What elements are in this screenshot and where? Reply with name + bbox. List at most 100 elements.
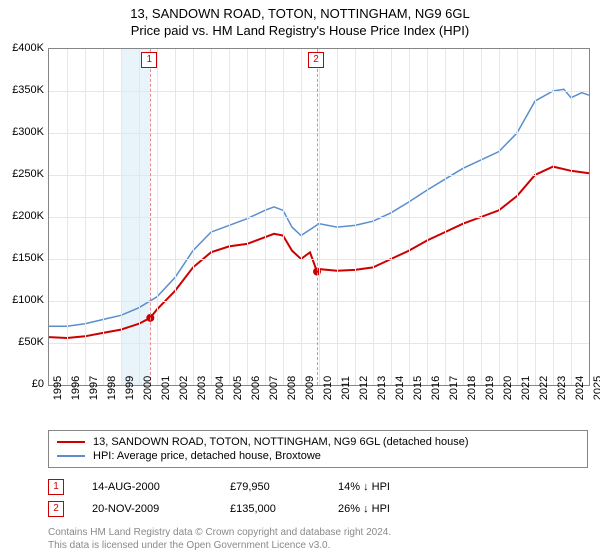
x-axis-label: 2024	[574, 376, 586, 400]
gridline-vertical	[517, 49, 518, 385]
sale-marker-line	[317, 49, 318, 385]
x-axis-label: 2009	[304, 376, 316, 400]
y-axis-label: £250K	[12, 168, 44, 180]
gridline-vertical	[319, 49, 320, 385]
chart-subtitle: Price paid vs. HM Land Registry's House …	[0, 23, 600, 38]
x-axis-label: 2025	[592, 376, 600, 400]
plot-area	[48, 48, 590, 386]
x-axis-label: 2008	[286, 376, 298, 400]
x-axis-label: 2002	[178, 376, 190, 400]
x-axis-label: 2005	[232, 376, 244, 400]
x-axis-label: 2021	[520, 376, 532, 400]
transaction-delta: 14% ↓ HPI	[338, 481, 438, 493]
y-axis-label: £150K	[12, 252, 44, 264]
x-axis-label: 2000	[142, 376, 154, 400]
chart-container: 13, SANDOWN ROAD, TOTON, NOTTINGHAM, NG9…	[0, 0, 600, 560]
x-axis-label: 2022	[538, 376, 550, 400]
x-axis-label: 2007	[268, 376, 280, 400]
gridline-vertical	[373, 49, 374, 385]
legend-row: 13, SANDOWN ROAD, TOTON, NOTTINGHAM, NG9…	[57, 435, 579, 449]
gridline-vertical	[463, 49, 464, 385]
chart-titles: 13, SANDOWN ROAD, TOTON, NOTTINGHAM, NG9…	[0, 0, 600, 38]
gridline-vertical	[337, 49, 338, 385]
x-axis-label: 2003	[196, 376, 208, 400]
transaction-row: 1 14-AUG-2000 £79,950 14% ↓ HPI	[48, 476, 588, 498]
legend-box: 13, SANDOWN ROAD, TOTON, NOTTINGHAM, NG9…	[48, 430, 588, 468]
sale-marker-line	[150, 49, 151, 385]
gridline-vertical	[265, 49, 266, 385]
sale-marker-box: 2	[308, 52, 324, 68]
legend-swatch	[57, 441, 85, 443]
x-axis-label: 2019	[484, 376, 496, 400]
gridline-vertical	[535, 49, 536, 385]
transaction-price: £79,950	[230, 481, 310, 493]
x-axis-label: 2012	[358, 376, 370, 400]
gridline-vertical	[445, 49, 446, 385]
transaction-price: £135,000	[230, 503, 310, 515]
transaction-row: 2 20-NOV-2009 £135,000 26% ↓ HPI	[48, 498, 588, 520]
gridline-vertical	[427, 49, 428, 385]
gridline-vertical	[481, 49, 482, 385]
legend-and-footer: 13, SANDOWN ROAD, TOTON, NOTTINGHAM, NG9…	[48, 430, 588, 552]
x-axis-label: 2016	[430, 376, 442, 400]
gridline-vertical	[247, 49, 248, 385]
footer-line-1: Contains HM Land Registry data © Crown c…	[48, 526, 588, 539]
transactions-table: 1 14-AUG-2000 £79,950 14% ↓ HPI 2 20-NOV-2009…	[48, 476, 588, 520]
gridline-vertical	[283, 49, 284, 385]
gridline-vertical	[571, 49, 572, 385]
legend-label: HPI: Average price, detached house, Brox…	[93, 450, 321, 462]
gridline-vertical	[67, 49, 68, 385]
x-axis-label: 2017	[448, 376, 460, 400]
y-axis-label: £200K	[12, 210, 44, 222]
gridline-vertical	[121, 49, 122, 385]
x-axis-label: 1996	[70, 376, 82, 400]
legend-label: 13, SANDOWN ROAD, TOTON, NOTTINGHAM, NG9…	[93, 436, 469, 448]
transaction-marker: 1	[48, 479, 64, 495]
gridline-vertical	[409, 49, 410, 385]
y-axis-label: £400K	[12, 42, 44, 54]
footer-line-2: This data is licensed under the Open Gov…	[48, 539, 588, 552]
x-axis-label: 2014	[394, 376, 406, 400]
y-axis-label: £0	[32, 378, 44, 390]
x-axis-label: 1995	[52, 376, 64, 400]
transaction-date: 20-NOV-2009	[92, 503, 202, 515]
transaction-delta: 26% ↓ HPI	[338, 503, 438, 515]
y-axis-label: £350K	[12, 84, 44, 96]
gridline-vertical	[211, 49, 212, 385]
x-axis-label: 2001	[160, 376, 172, 400]
gridline-vertical	[499, 49, 500, 385]
x-axis-label: 2004	[214, 376, 226, 400]
transaction-marker: 2	[48, 501, 64, 517]
legend-swatch	[57, 455, 85, 457]
gridline-vertical	[229, 49, 230, 385]
gridline-vertical	[85, 49, 86, 385]
x-axis-label: 2020	[502, 376, 514, 400]
gridline-vertical	[175, 49, 176, 385]
x-axis-label: 1998	[106, 376, 118, 400]
x-axis-label: 2011	[340, 376, 352, 400]
gridline-vertical	[193, 49, 194, 385]
gridline-vertical	[553, 49, 554, 385]
sale-marker-box: 1	[141, 52, 157, 68]
chart-title: 13, SANDOWN ROAD, TOTON, NOTTINGHAM, NG9…	[0, 6, 600, 21]
x-axis-label: 2018	[466, 376, 478, 400]
gridline-vertical	[301, 49, 302, 385]
y-axis-label: £100K	[12, 294, 44, 306]
y-axis-label: £50K	[18, 336, 44, 348]
gridline-vertical	[391, 49, 392, 385]
gridline-vertical	[157, 49, 158, 385]
legend-row: HPI: Average price, detached house, Brox…	[57, 449, 579, 463]
x-axis-label: 2015	[412, 376, 424, 400]
y-axis-label: £300K	[12, 126, 44, 138]
x-axis-label: 1997	[88, 376, 100, 400]
x-axis-label: 2013	[376, 376, 388, 400]
gridline-vertical	[355, 49, 356, 385]
gridline-vertical	[139, 49, 140, 385]
footer-attribution: Contains HM Land Registry data © Crown c…	[48, 526, 588, 552]
transaction-date: 14-AUG-2000	[92, 481, 202, 493]
x-axis-label: 2006	[250, 376, 262, 400]
x-axis-label: 2023	[556, 376, 568, 400]
gridline-vertical	[103, 49, 104, 385]
x-axis-label: 2010	[322, 376, 334, 400]
x-axis-label: 1999	[124, 376, 136, 400]
